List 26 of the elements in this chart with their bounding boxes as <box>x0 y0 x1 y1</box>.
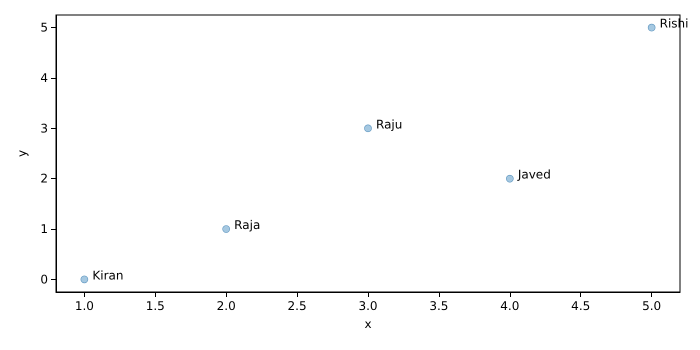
y-tick-label: 1 <box>40 222 48 236</box>
point <box>648 24 656 32</box>
y-tick-label: 2 <box>40 172 48 186</box>
annotation: Raju <box>376 117 402 132</box>
point <box>506 174 514 182</box>
point <box>222 225 230 233</box>
annotation: Kiran <box>92 268 124 282</box>
x-tick-label: 3.0 <box>358 299 378 313</box>
x-tick-label: 2.0 <box>216 299 236 313</box>
annotation: Raja <box>234 218 260 232</box>
y-tick-label: 5 <box>40 20 48 35</box>
x-tick-label: 4.5 <box>571 299 590 313</box>
x-tick-label: 5.0 <box>642 299 662 313</box>
x-axis-title: x <box>364 317 372 331</box>
point <box>364 124 372 132</box>
x-tick-label: 2.5 <box>288 299 307 313</box>
annotation: Javed <box>516 168 551 182</box>
y-axis-title: y <box>15 150 29 158</box>
x-tick-label: 1.0 <box>74 299 94 313</box>
x-tick-label: 3.5 <box>429 299 448 313</box>
point <box>80 276 88 284</box>
y-tick-label: 0 <box>40 272 48 286</box>
x-tick-label: 1.5 <box>146 299 165 313</box>
x-tick-label: 4.0 <box>500 299 520 313</box>
y-tick-label: 4 <box>40 70 48 85</box>
y-tick-label: 3 <box>40 121 48 136</box>
